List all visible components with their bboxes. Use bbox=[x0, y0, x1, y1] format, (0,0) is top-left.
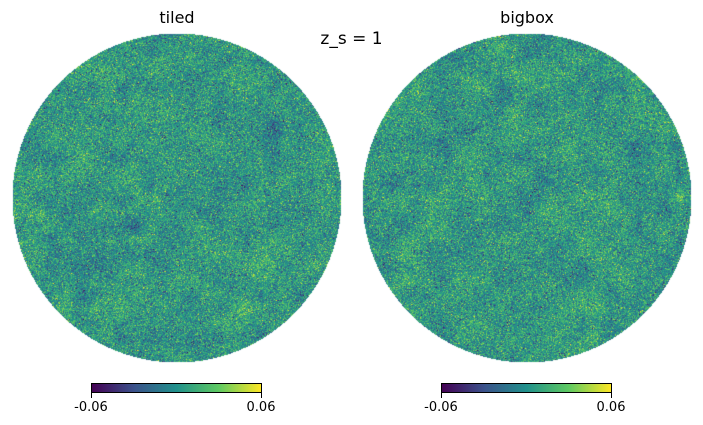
colorbar-min-tick bbox=[91, 393, 92, 398]
colorbar-min-label: -0.06 bbox=[74, 400, 108, 415]
colorbar bbox=[441, 383, 612, 393]
panel-title: bigbox bbox=[500, 8, 554, 27]
colorbar-max-tick bbox=[261, 393, 262, 398]
panel-tiled: tiled -0.06 0.06 bbox=[12, 0, 342, 425]
panel-bigbox: bigbox -0.06 0.06 bbox=[362, 0, 692, 425]
colorbar bbox=[91, 383, 262, 393]
panel-title: tiled bbox=[159, 8, 195, 27]
colorbar-max-label: 0.06 bbox=[596, 400, 626, 415]
colorbar-min-tick bbox=[441, 393, 442, 398]
colorbar-max-tick bbox=[611, 393, 612, 398]
colorbar-min-label: -0.06 bbox=[424, 400, 458, 415]
healpix-orthographic-map bbox=[362, 33, 692, 363]
colorbar-max-label: 0.06 bbox=[246, 400, 276, 415]
healpix-orthographic-map bbox=[12, 33, 342, 363]
